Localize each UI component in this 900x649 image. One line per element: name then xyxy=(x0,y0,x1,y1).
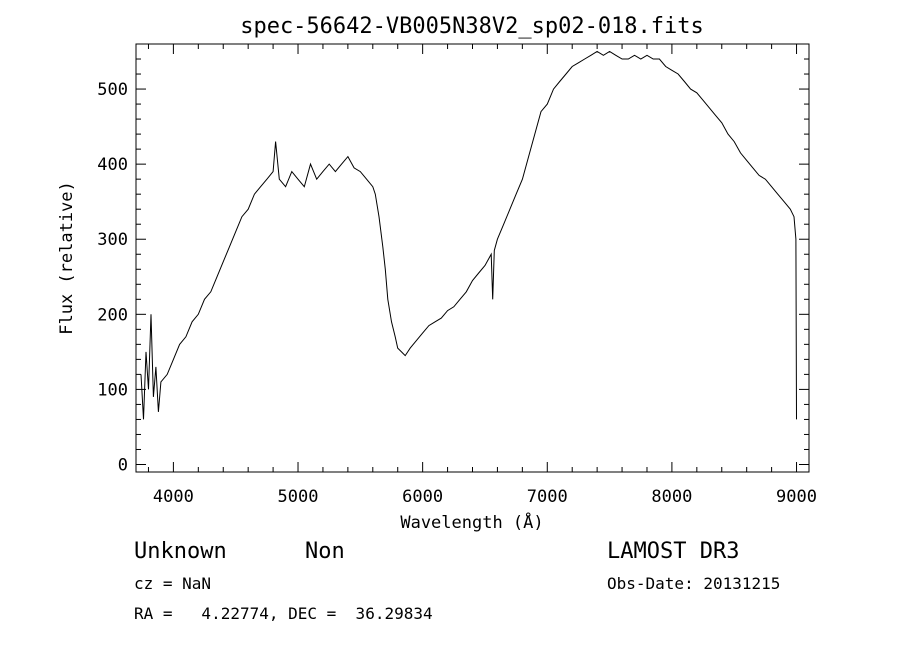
axis-ticks: 4000 5000 6000 7000 8000 9000 0 100 200 300 400 500 xyxy=(97,43,817,507)
y-tick-label: 200 xyxy=(97,305,128,325)
x-tick-label: 5000 xyxy=(278,487,319,507)
survey-name: LAMOST DR3 xyxy=(607,539,740,564)
x-tick-label: 6000 xyxy=(402,487,443,507)
chart-title: spec-56642-VB005N38V2_sp02-018.fits xyxy=(240,14,704,39)
object-subclass: Non xyxy=(305,539,345,564)
x-axis-label: Wavelength (Å) xyxy=(400,511,543,533)
y-tick-label: 300 xyxy=(97,230,128,250)
obs-date: Obs-Date: 20131215 xyxy=(607,574,781,593)
y-tick-label: 100 xyxy=(97,380,128,400)
y-tick-label: 400 xyxy=(97,155,128,175)
x-tick-label: 9000 xyxy=(776,487,817,507)
x-tick-label: 8000 xyxy=(651,487,692,507)
plot-frame xyxy=(135,43,810,473)
x-tick-label: 7000 xyxy=(527,487,568,507)
ra-dec-coordinates: RA = 4.22774, DEC = 36.29834 xyxy=(134,604,433,623)
y-tick-label: 500 xyxy=(97,80,128,100)
spectrum-line xyxy=(140,50,797,420)
object-class: Unknown xyxy=(134,539,227,564)
y-axis-label: Flux (relative) xyxy=(57,181,77,335)
y-tick-label: 0 xyxy=(118,455,128,475)
x-tick-label: 4000 xyxy=(153,487,194,507)
redshift-cz: cz = NaN xyxy=(134,574,212,593)
